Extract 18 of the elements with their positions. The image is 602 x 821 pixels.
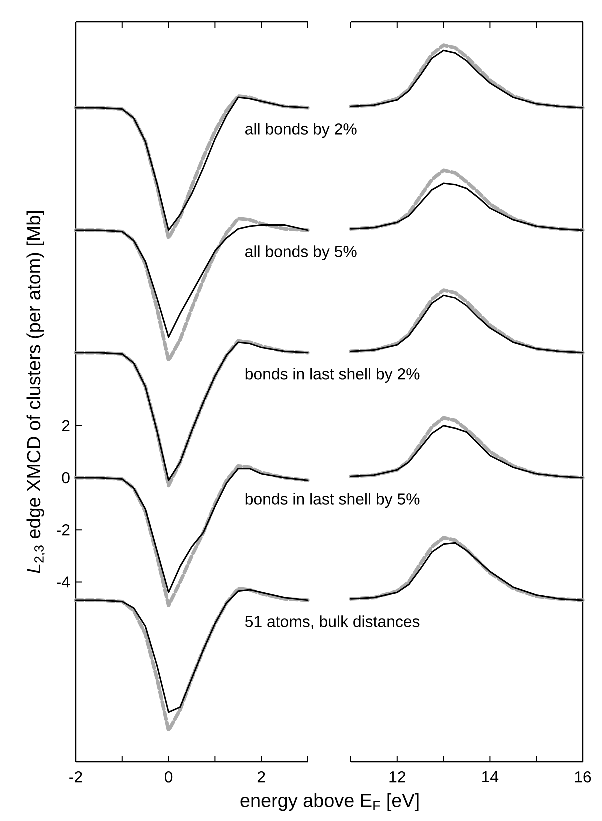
y-tick-label: 0 [62,472,70,484]
annotation: all bonds by 2% [246,123,357,138]
x-tick-label: 2 [258,772,266,783]
annotation: bonds in last shell by 2% [246,368,420,383]
x-tick-label: -2 [70,772,82,783]
x-axis-title: energy above E$_{F}$ [eV] [240,794,419,812]
x-tick-label: 12 [390,772,406,783]
annotation: 51 atoms, bulk distances [246,616,420,630]
annotation: bonds in last shell by 5% [246,493,420,508]
x-tick-label: 0 [164,772,173,783]
x-tick-label: 14 [482,772,499,782]
y-tick-label: -2 [57,524,70,536]
annotation: all bonds by 5% [246,246,357,260]
x-tick-label: 16 [575,772,592,783]
y-axis-title: L$_{2,3}$ edge XMCD of clusters (per atom) [Mb] [26,211,46,574]
y-tick-label: -4 [57,576,70,588]
line-series [74,216,310,363]
y-tick-label: 2 [62,420,70,432]
